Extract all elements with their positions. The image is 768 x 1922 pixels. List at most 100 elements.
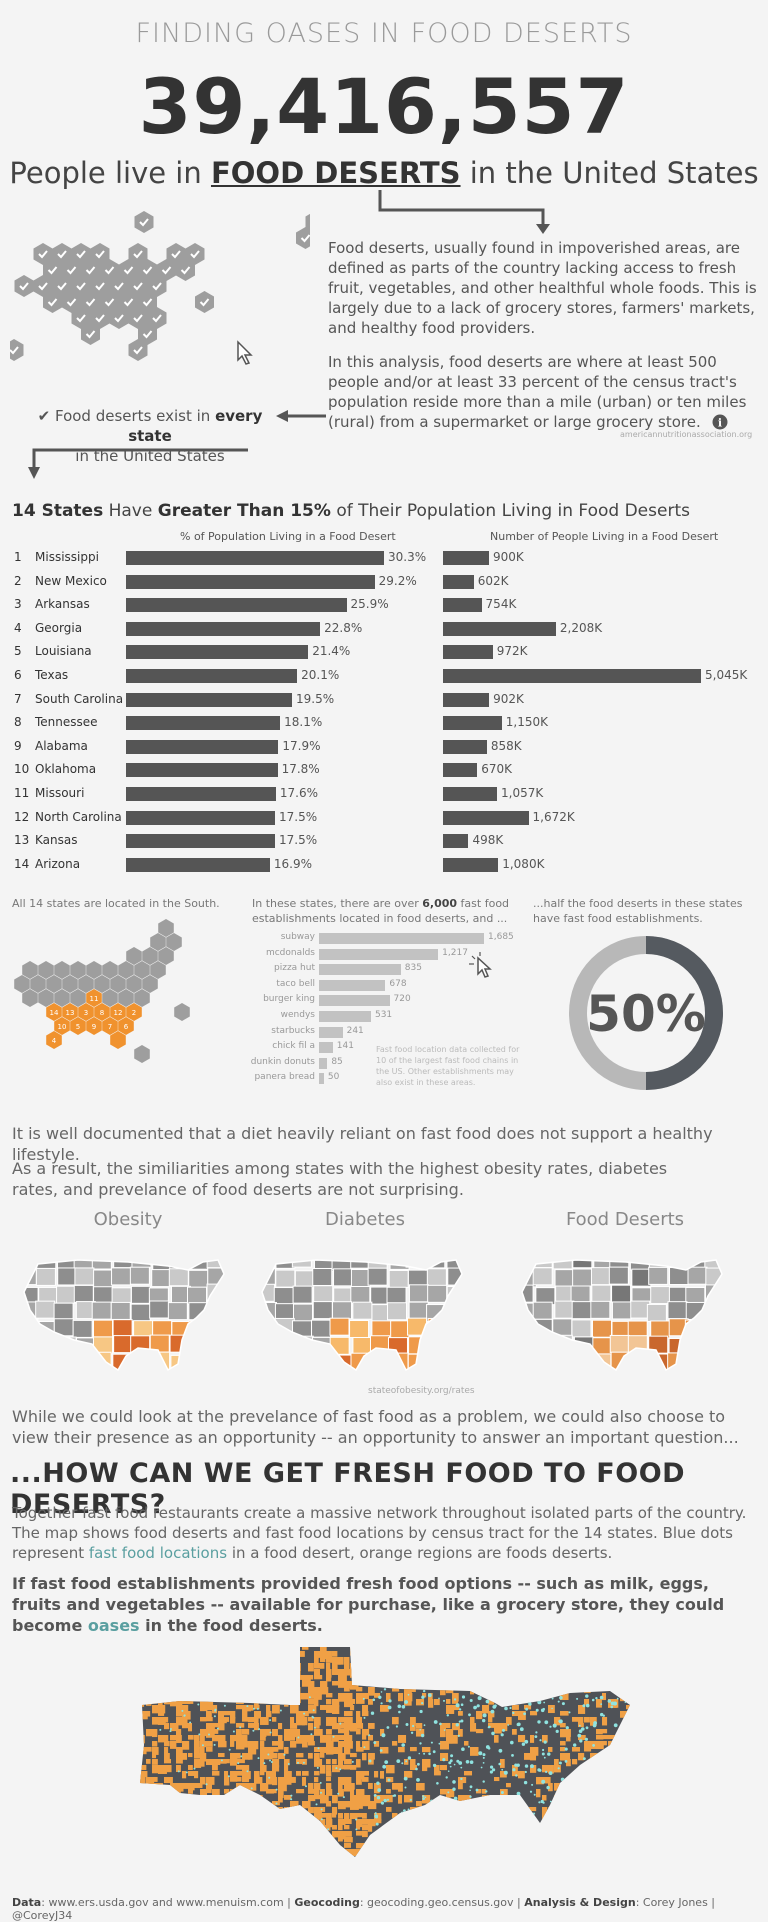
fast-food-location xyxy=(241,1790,244,1793)
food-desert-tract xyxy=(440,1729,446,1738)
food-desert-tract xyxy=(200,1675,207,1683)
info-icon[interactable]: i xyxy=(712,414,728,430)
food-desert-tract xyxy=(176,1717,184,1726)
state-region xyxy=(294,1270,315,1289)
food-desert-tract xyxy=(314,1789,320,1795)
food-desert-tract xyxy=(158,1657,165,1664)
food-desert-tract xyxy=(524,1705,532,1710)
state-region xyxy=(466,1286,476,1303)
food-desert-tract xyxy=(314,1675,323,1680)
state-region xyxy=(93,1286,114,1305)
state-rank: 7 xyxy=(14,691,22,706)
state-row: 1 Mississippi 30.3% 900K xyxy=(0,547,768,571)
fast-food-location xyxy=(211,1823,213,1826)
state-region xyxy=(554,1372,573,1377)
food-desert-tract xyxy=(626,1735,630,1743)
food-desert-tract xyxy=(194,1741,200,1749)
food-desert-tract xyxy=(200,1705,208,1712)
fast-food-location xyxy=(404,1835,407,1839)
food-desert-tract xyxy=(182,1783,190,1789)
food-desert-tract xyxy=(188,1753,193,1758)
food-deserts-title: Food Deserts xyxy=(565,1209,685,1230)
food-desert-tract xyxy=(494,1807,502,1812)
chain-bar xyxy=(319,1026,343,1038)
food-desert-tract xyxy=(578,1735,586,1741)
food-desert-tract xyxy=(572,1747,580,1752)
fast-food-location xyxy=(591,1774,595,1778)
fast-food-location xyxy=(228,1748,231,1751)
state-region xyxy=(532,1267,553,1286)
food-desert-tract xyxy=(278,1795,283,1803)
fast-food-location xyxy=(383,1839,387,1844)
state-hex xyxy=(43,291,62,313)
food-desert-tract xyxy=(242,1855,247,1857)
count-bar-label: 858K xyxy=(490,738,522,753)
food-desert-tract xyxy=(428,1699,434,1708)
fast-food-location xyxy=(524,1684,529,1689)
fast-food-location xyxy=(576,1793,579,1796)
state-hex xyxy=(126,975,142,993)
food-desert-tract xyxy=(620,1813,629,1819)
food-desert-tract xyxy=(392,1813,398,1818)
intro-paragraph-1: Food deserts, usually found in impoveris… xyxy=(328,239,757,337)
food-desert-tract xyxy=(344,1735,353,1744)
state-region xyxy=(522,1319,536,1338)
fast-food-location xyxy=(428,1752,431,1756)
donut-filled-arc xyxy=(645,936,723,1091)
food-desert-tract xyxy=(224,1711,233,1716)
fast-food-location xyxy=(499,1690,503,1694)
food-desert-tract xyxy=(590,1657,595,1663)
food-desert-tract xyxy=(320,1651,328,1660)
state-rank: 2 xyxy=(14,573,22,588)
food-desert-tract xyxy=(176,1843,185,1851)
food-desert-tract xyxy=(284,1735,291,1741)
state-hex xyxy=(52,275,72,297)
count-bar-label: 2,208K xyxy=(559,620,603,635)
food-desert-tract xyxy=(278,1807,283,1814)
food-desert-tract xyxy=(284,1795,292,1800)
fast-food-location xyxy=(601,1782,604,1785)
fast-food-location xyxy=(458,1708,462,1711)
fast-food-location xyxy=(405,1723,409,1726)
fast-food-location xyxy=(432,1802,436,1806)
food-desert-tract xyxy=(236,1669,245,1678)
food-desert-tract xyxy=(212,1723,219,1728)
chain-bar-label: 141 xyxy=(336,1041,354,1052)
food-deserts-emphasis: FOOD DESERTS xyxy=(210,156,461,190)
food-desert-tract xyxy=(560,1783,569,1790)
food-desert-tract xyxy=(362,1777,369,1782)
food-desert-tract xyxy=(494,1723,503,1732)
state-region xyxy=(590,1300,611,1319)
fast-food-location xyxy=(557,1767,560,1770)
state-region xyxy=(426,1268,447,1287)
food-desert-tract xyxy=(284,1759,290,1766)
food-desert-tract xyxy=(380,1795,389,1801)
food-desert-tract xyxy=(410,1765,417,1771)
fast-food-location xyxy=(372,1698,376,1702)
fast-food-location xyxy=(386,1726,390,1729)
fast-food-location xyxy=(624,1837,629,1841)
food-desert-tract xyxy=(632,1657,637,1661)
food-desert-tract xyxy=(638,1807,640,1812)
state-region xyxy=(24,1352,37,1370)
food-desert-tract xyxy=(314,1693,322,1700)
food-desert-tract xyxy=(422,1765,428,1772)
state-region xyxy=(91,1301,112,1320)
state-hex xyxy=(90,307,110,329)
food-desert-tract xyxy=(260,1729,267,1738)
chain-bar-label: 678 xyxy=(389,978,407,989)
state-rank: 3 xyxy=(14,597,22,612)
food-desert-tract xyxy=(344,1699,353,1708)
food-desert-tract xyxy=(212,1647,217,1653)
fast-food-location xyxy=(469,1760,474,1764)
food-desert-tract xyxy=(518,1687,526,1693)
food-desert-tract xyxy=(500,1699,506,1705)
state-region xyxy=(329,1336,350,1355)
fast-food-location xyxy=(522,1849,526,1852)
food-desert-tract xyxy=(260,1771,265,1776)
food-desert-tract xyxy=(326,1693,333,1698)
food-desert-tract xyxy=(170,1843,175,1850)
food-desert-tract xyxy=(434,1765,440,1772)
food-desert-tract xyxy=(242,1783,249,1792)
state-region xyxy=(591,1284,612,1303)
